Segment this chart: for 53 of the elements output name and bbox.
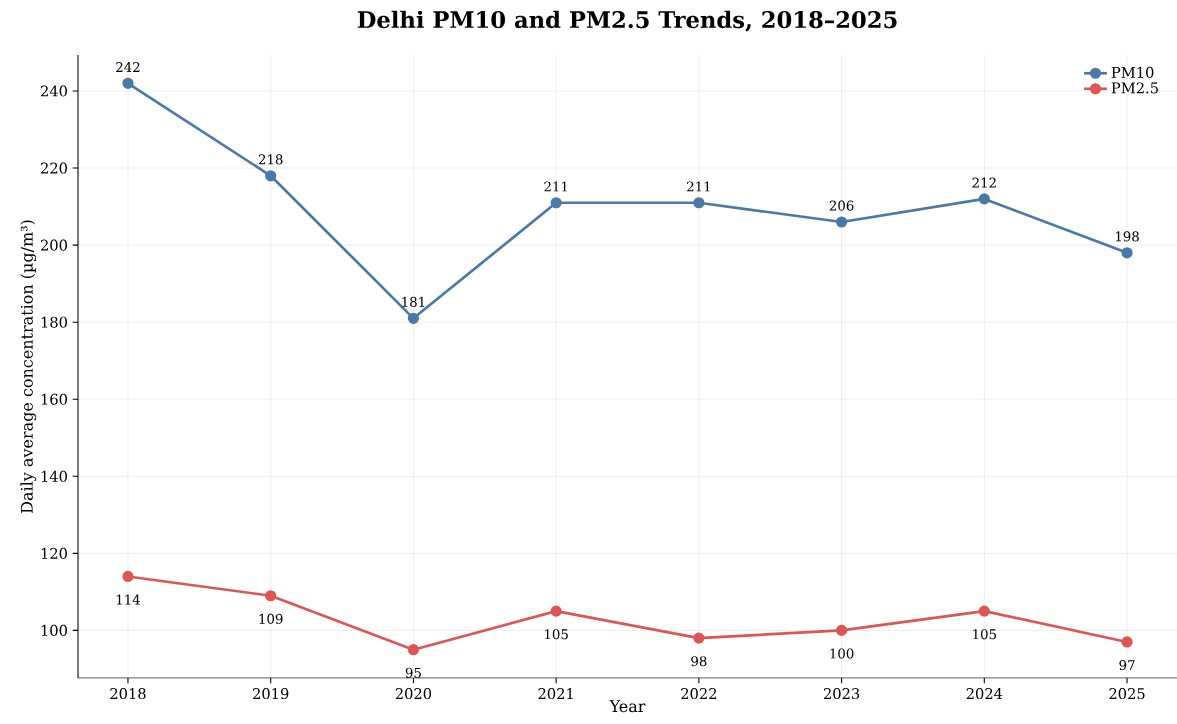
point <box>122 77 134 89</box>
point <box>978 193 990 205</box>
y-axis-title: Daily average concentration (µg/m³) <box>20 220 37 513</box>
y-tick-label: 140 <box>41 470 67 482</box>
point <box>978 605 990 617</box>
point <box>835 216 848 228</box>
point <box>265 170 277 182</box>
y-tick-label: 240 <box>40 85 67 97</box>
point <box>407 644 420 656</box>
x-tick-label: 2019 <box>253 688 289 700</box>
point <box>693 632 705 644</box>
data-label: 242 <box>116 62 140 72</box>
x-tick-label: 2024 <box>966 688 1003 700</box>
y-tick-label: 180 <box>41 316 67 328</box>
x-tick-label: 2018 <box>110 688 146 700</box>
data-label: 109 <box>259 613 283 624</box>
y-tick-label: 120 <box>41 547 67 559</box>
x-tick-label: 2025 <box>1109 688 1145 700</box>
data-label: 98 <box>691 656 707 667</box>
point <box>1121 247 1133 259</box>
data-label: 212 <box>972 177 996 188</box>
x-tick-label: 2022 <box>681 688 717 700</box>
data-label: 97 <box>1119 659 1135 671</box>
data-label: 95 <box>405 667 421 678</box>
data-label: 218 <box>258 154 283 165</box>
point <box>122 570 134 583</box>
point <box>550 197 562 209</box>
y-tick-label: 100 <box>41 624 67 636</box>
data-label: 211 <box>544 181 567 192</box>
data-label: 211 <box>687 181 710 192</box>
legend-label: PM2.5 <box>1111 82 1158 94</box>
data-label: 100 <box>830 648 854 659</box>
point <box>835 624 848 637</box>
data-label: 206 <box>829 200 854 211</box>
data-label: 114 <box>116 594 141 605</box>
data-label: 105 <box>973 629 997 640</box>
point <box>693 197 705 209</box>
data-label: 181 <box>402 296 425 307</box>
data-label: 105 <box>545 629 568 640</box>
y-tick-label: 220 <box>40 162 67 174</box>
y-tick-label: 200 <box>40 239 67 251</box>
point <box>550 605 562 617</box>
x-tick-label: 2021 <box>538 688 573 700</box>
point <box>1121 636 1133 648</box>
legend-label: PM10 <box>1111 66 1154 78</box>
x-axis-title: Year <box>609 700 646 713</box>
y-tick-label: 160 <box>41 393 67 405</box>
chart-title: Delhi PM10 and PM2.5 Trends, 2018–2025 <box>357 10 897 32</box>
data-label: 198 <box>1115 231 1139 242</box>
x-tick-label: 2020 <box>395 688 432 700</box>
point <box>265 590 277 602</box>
point <box>407 312 420 324</box>
x-tick-label: 2023 <box>823 688 860 700</box>
